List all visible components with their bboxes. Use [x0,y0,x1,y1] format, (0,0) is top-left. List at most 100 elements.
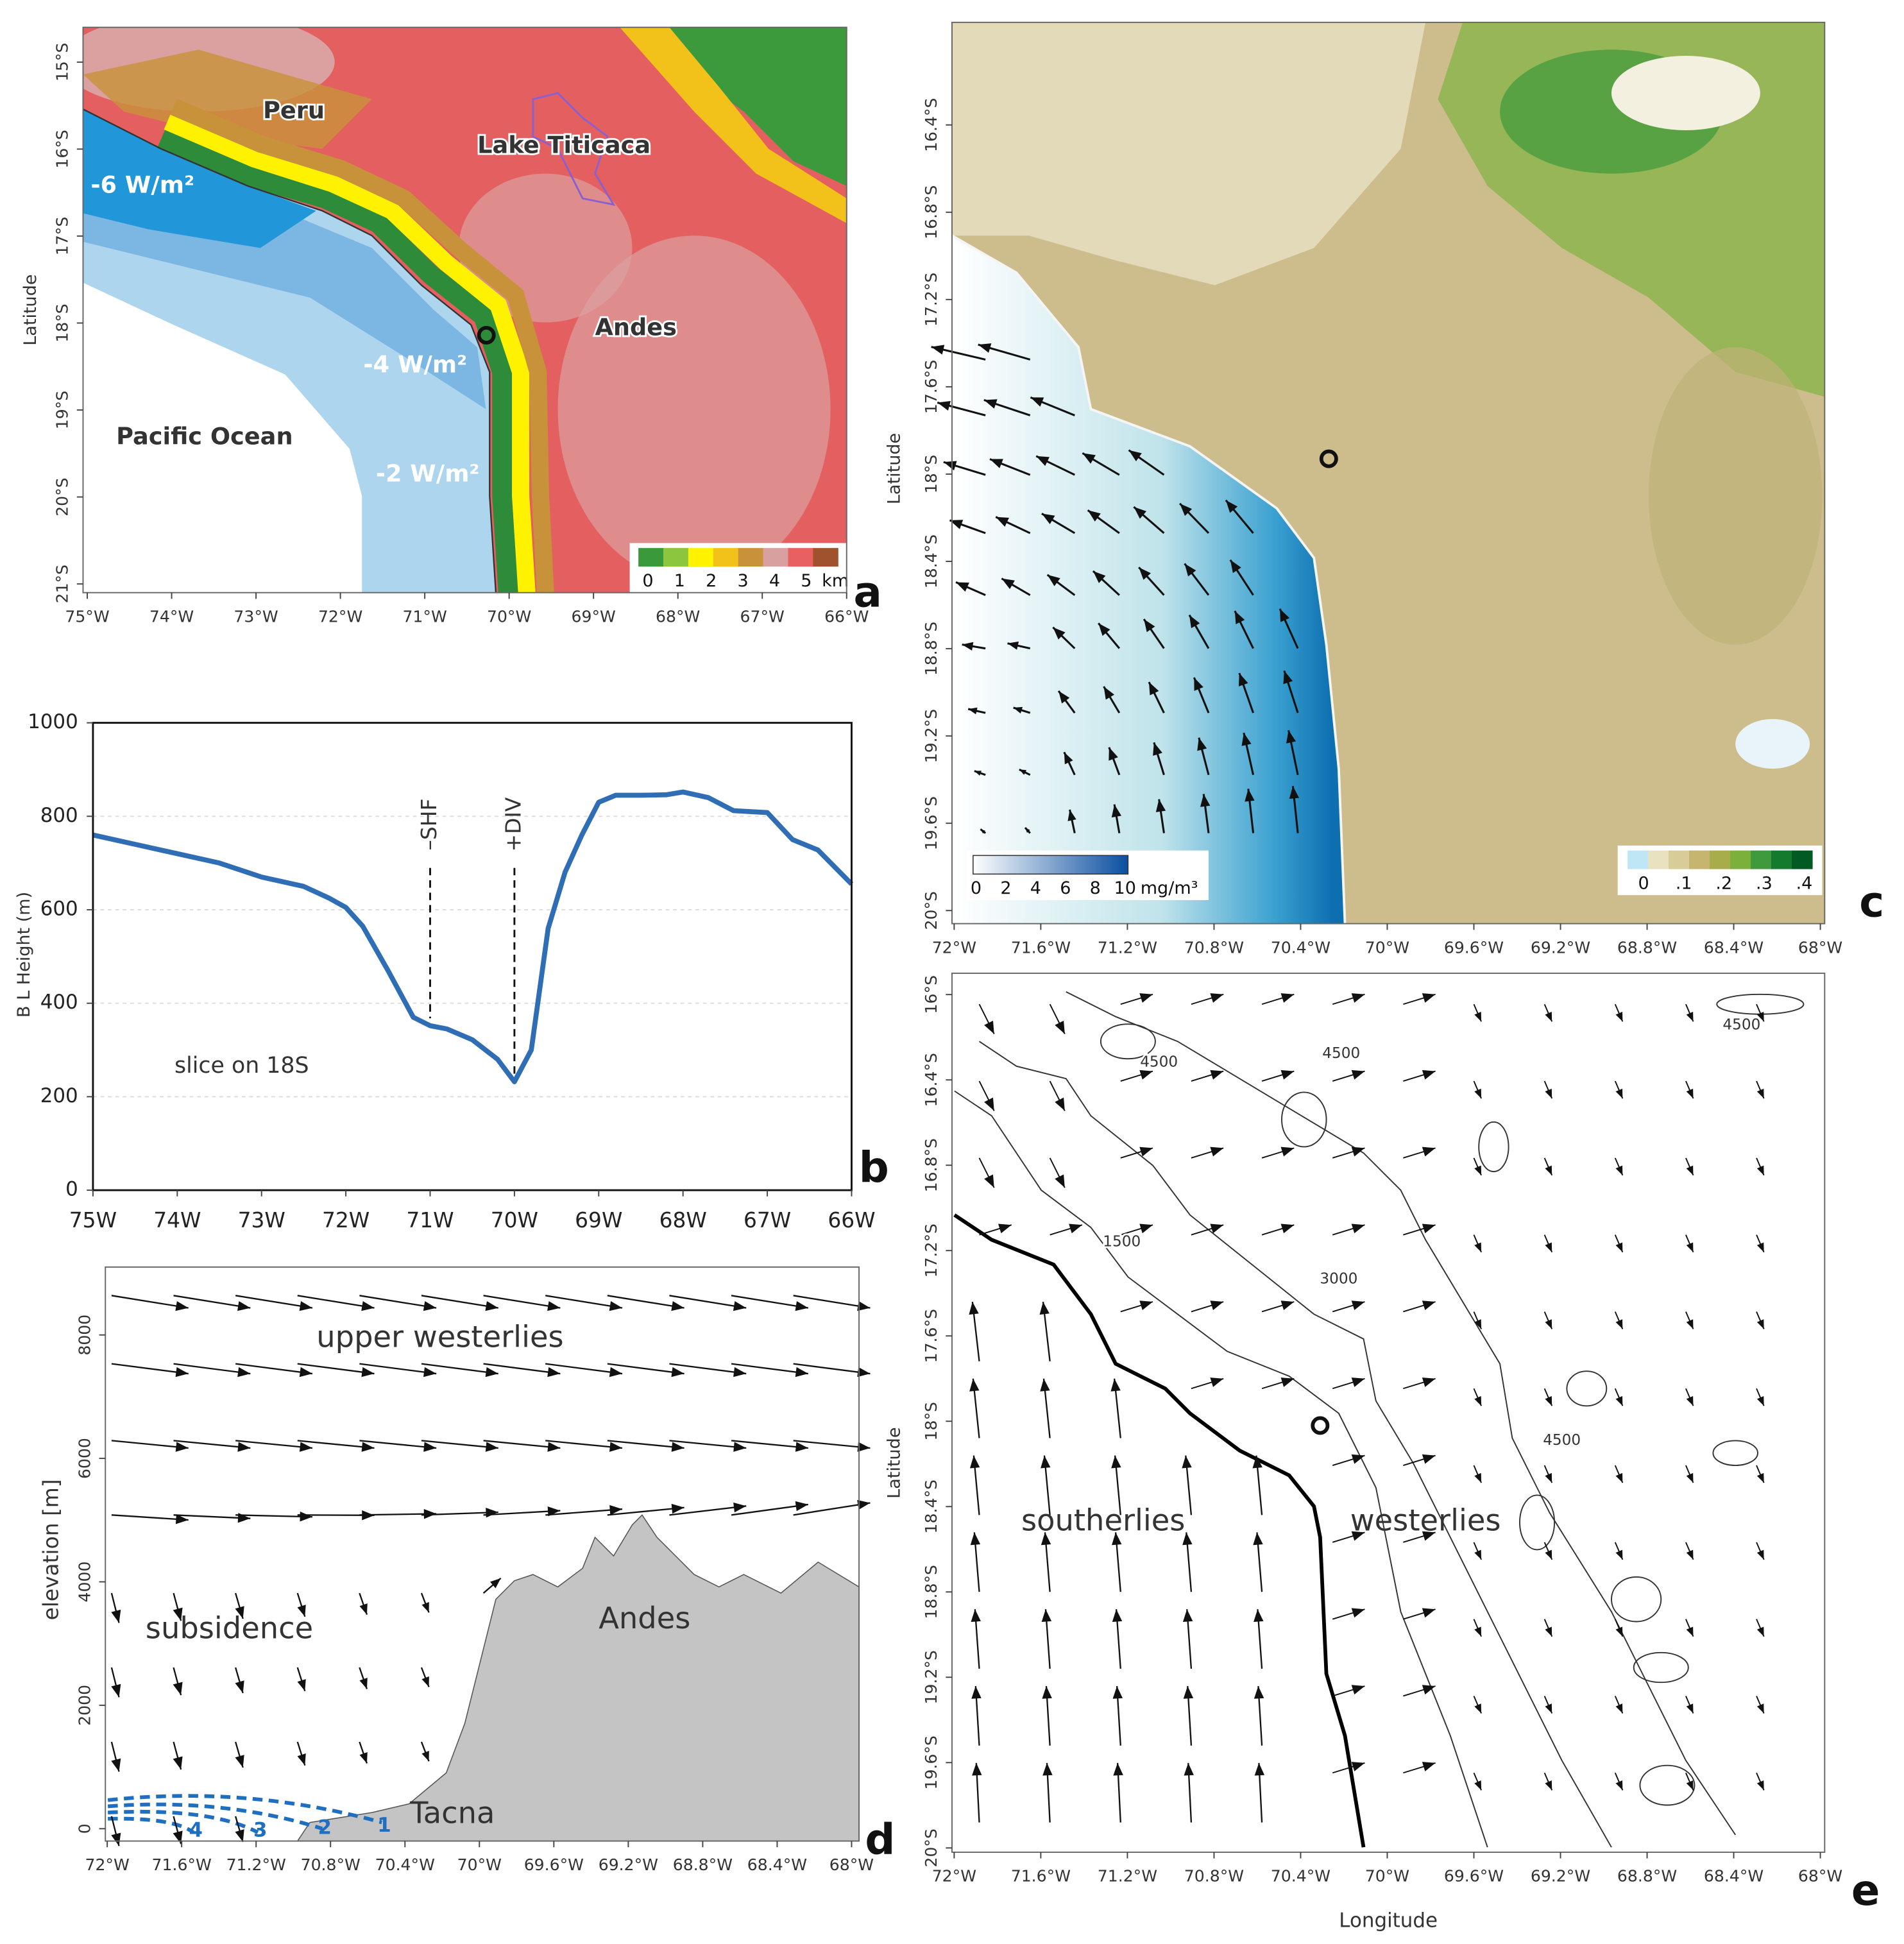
colorbar-segment [638,548,664,567]
arrow-head [361,1367,375,1377]
arrow-head [1200,794,1211,807]
y-tick-label: 8000 [75,1315,94,1356]
x-tick-label: 68°W [1798,1867,1842,1886]
arrow-head [1615,1319,1623,1329]
arrow-head [1351,1300,1365,1311]
vector-arrow [421,1295,498,1309]
arrow-head [1756,1703,1764,1714]
y-tick-label: 200 [40,1084,78,1107]
x-tick-label: 69W [575,1208,622,1232]
y-tick-label: 16°S [53,130,72,168]
arrow-head [1139,567,1151,580]
arrow-head [671,1503,684,1514]
arrow-head [609,1505,623,1515]
arrow-head [1055,1097,1065,1111]
y-axis-title: B L Height (m) [14,892,34,1018]
arrow-head [1756,1319,1764,1329]
vector-arrow [421,1511,498,1516]
x-tick-label: 71°W [402,607,446,626]
arrow-head [111,1609,121,1623]
colorbar-tick-label: 0 [971,878,982,898]
arrow-head [1053,627,1066,640]
arrow-head [1230,559,1241,574]
y-tick-label: 0 [65,1178,78,1201]
x-tick-label: 72°W [932,938,976,957]
y-tick-label: 6000 [75,1438,94,1479]
x-tick-label: 70°W [487,607,531,626]
arrow-head [1756,1165,1764,1175]
arrow-head [1351,1762,1365,1771]
x-axis-title: Longitude [1339,1909,1438,1932]
arrow-head [1210,1300,1224,1311]
site-marker [1311,1416,1330,1435]
contour-label: 3000 [1320,1270,1357,1288]
y-tick-label: 17.6°S [922,1309,940,1363]
arrow-head [1756,1012,1764,1022]
x-tick-label: 69.6°W [524,1855,584,1874]
annotation: westerlies [1350,1503,1501,1537]
vector-arrow [607,1506,684,1516]
x-tick-label: 75°W [65,607,109,626]
arrow-head [1254,1609,1264,1623]
colorbar-tick-label: .1 [1676,873,1692,893]
arrow-head [1111,1455,1121,1469]
x-tick-label: 70.4°W [1271,1867,1330,1886]
y-tick-label: 19°S [53,391,72,429]
x-tick-label: 73°W [234,607,278,626]
panel-letter: e [1851,1866,1880,1915]
arrow-head [1756,1626,1764,1637]
x-tick-label: 69.2°W [1531,938,1590,957]
vector-arrow [297,1295,375,1309]
arrow-head [1686,1242,1694,1252]
map-a-background [83,27,847,593]
arrow-head [1042,1762,1053,1776]
y-tick-label: 17°S [53,217,72,255]
colorbar-tick-label: 2 [706,571,717,591]
arrow-head [1067,809,1076,821]
arrow-head [857,1300,871,1311]
arrow-head [1280,608,1290,622]
arrow-head [795,1501,808,1512]
arrow-head [937,401,951,411]
arrow-head [795,1367,808,1377]
vector-arrow [235,1363,313,1375]
x-tick-label: 70.8°W [301,1855,361,1874]
arrow-head [1545,1472,1552,1483]
x-tick-label: 70°W [1365,1867,1409,1886]
y-tick-label: 16.4°S [922,1053,940,1107]
arrow-head [547,1506,561,1517]
y-tick-label: 16.8°S [922,1138,940,1192]
y-tick-label: 17.6°S [922,360,940,414]
arrow-head [111,1684,121,1698]
arrow-head [547,1442,561,1452]
arrow-head [970,1532,981,1546]
arrow-head [609,1300,623,1311]
arrow-head [1756,1549,1764,1560]
vector-arrow [793,1363,871,1375]
arrow-head [1113,1762,1123,1776]
y-tick-label: 18.4°S [922,534,940,588]
vector-arrow [359,1513,437,1516]
arrow-head [1422,1762,1436,1771]
arrow-head [962,642,974,651]
arrow-head [1686,1703,1694,1714]
x-tick-label: 70.8°W [1184,1867,1244,1886]
arrow-head [1189,615,1200,629]
colorbar-segment [788,548,813,567]
arrow-head [175,1367,189,1377]
x-tick-label: 72°W [932,1867,976,1886]
arrow-head [1128,450,1142,462]
arrow-head [235,1829,244,1842]
arrow-head [237,1300,251,1311]
contour-label: 4500 [1722,1016,1760,1034]
y-axis-title: elevation [m] [39,1479,64,1620]
arrow-head [671,1442,684,1452]
arrow-head [1422,1147,1436,1157]
arrow-head [1686,1088,1694,1099]
arrow-head [421,1601,429,1613]
colorbar-tick-label: 4 [769,571,780,591]
y-axis-title: Latitude [21,274,40,345]
vector-arrow [731,1503,809,1516]
arrow-head [485,1367,498,1377]
arrow-head [990,459,1003,468]
